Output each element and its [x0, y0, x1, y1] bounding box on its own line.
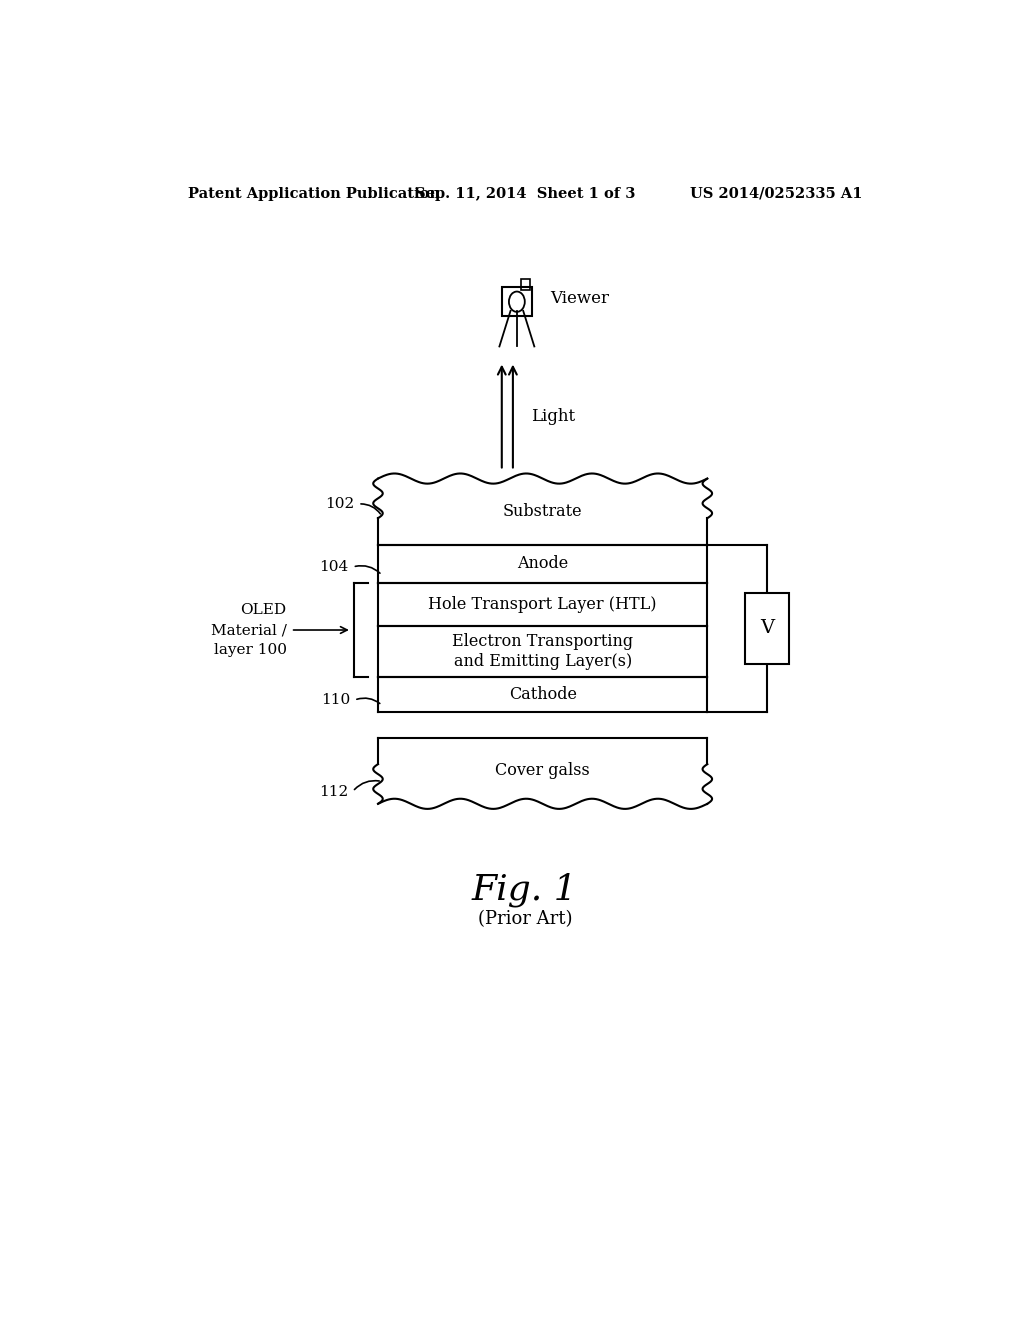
Bar [745, 593, 788, 664]
Text: Substrate: Substrate [503, 503, 583, 520]
Text: 102: 102 [325, 496, 354, 511]
Text: Sep. 11, 2014  Sheet 1 of 3: Sep. 11, 2014 Sheet 1 of 3 [415, 187, 635, 201]
Text: Cover galss: Cover galss [496, 762, 590, 779]
Text: Material /: Material / [211, 623, 287, 638]
Text: (Prior Art): (Prior Art) [477, 909, 572, 928]
Text: 104: 104 [319, 560, 348, 574]
Text: layer 100: layer 100 [214, 643, 287, 657]
Text: US 2014/0252335 A1: US 2014/0252335 A1 [689, 187, 862, 201]
Text: Viewer: Viewer [550, 290, 609, 308]
Text: Patent Application Publication: Patent Application Publication [187, 187, 439, 201]
Text: 110: 110 [321, 693, 350, 708]
Text: Anode: Anode [517, 556, 568, 573]
Bar [521, 280, 530, 289]
Text: 112: 112 [319, 784, 348, 799]
Text: Electron Transporting
and Emitting Layer(s): Electron Transporting and Emitting Layer… [452, 634, 633, 669]
Text: OLED: OLED [241, 603, 287, 616]
Text: V: V [760, 619, 774, 638]
Text: Cathode: Cathode [509, 686, 577, 704]
Text: Hole Transport Layer (HTL): Hole Transport Layer (HTL) [428, 597, 657, 612]
Text: Light: Light [531, 408, 575, 425]
Text: Fig. 1: Fig. 1 [472, 873, 578, 907]
